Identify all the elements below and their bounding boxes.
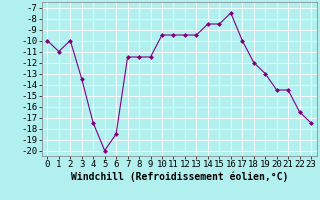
X-axis label: Windchill (Refroidissement éolien,°C): Windchill (Refroidissement éolien,°C) [70, 172, 288, 182]
